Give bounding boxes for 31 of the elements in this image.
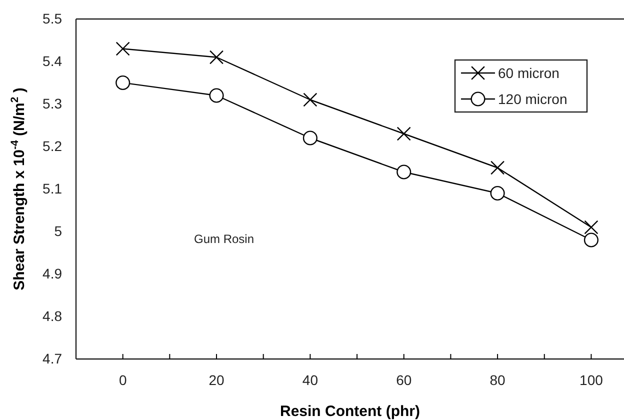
annotation: Gum Rosin <box>194 232 254 246</box>
point <box>303 92 318 107</box>
y-tick-label: 5.3 <box>42 95 62 112</box>
x-tick-label: 40 <box>302 372 318 388</box>
y-tick-label: 4.9 <box>42 265 62 282</box>
y-tick-label: 4.7 <box>42 350 62 366</box>
point <box>490 160 505 175</box>
y-tick-label: 5.2 <box>42 138 62 154</box>
x-tick-label: 80 <box>490 372 506 388</box>
x-axis-title: Resin Content (phr) <box>280 403 420 420</box>
x-tick-label: 100 <box>580 372 604 388</box>
point <box>116 42 130 56</box>
y-tick-label: 5.1 <box>42 180 62 196</box>
point <box>209 88 224 103</box>
point <box>116 75 130 90</box>
y-tick-label: 5.4 <box>42 52 62 69</box>
point <box>396 126 411 141</box>
legend-label: 120 micron <box>498 91 568 107</box>
x-tick-label: 60 <box>396 372 412 388</box>
y-tick-label: 4.8 <box>42 308 62 324</box>
y-tick-label: 5.5 <box>42 10 62 26</box>
legend-label: 60 micron <box>498 65 560 81</box>
point <box>209 50 224 64</box>
point <box>396 164 412 180</box>
point <box>490 186 505 201</box>
x-tick-label: 0 <box>118 372 127 388</box>
point <box>584 220 598 234</box>
x-tick-label: 20 <box>208 372 225 388</box>
point <box>584 232 598 248</box>
point <box>302 130 318 146</box>
y-tick-label: 5 <box>54 222 62 239</box>
